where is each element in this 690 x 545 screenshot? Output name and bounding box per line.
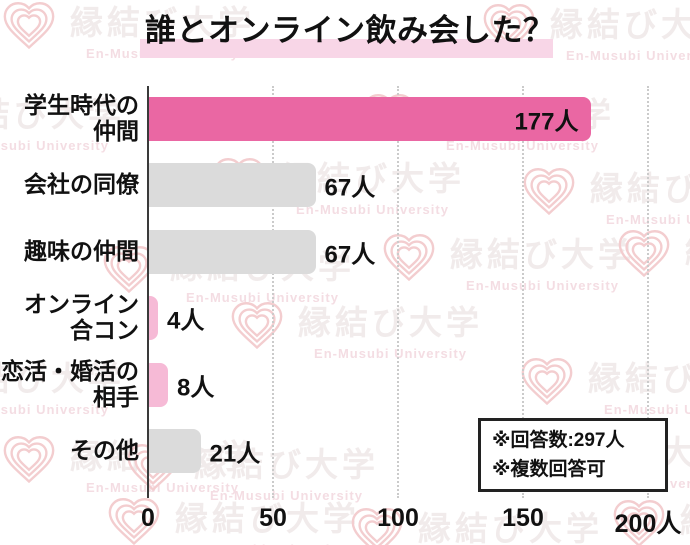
- category-label: 恋活・婚活の 相手: [1, 358, 139, 410]
- bar: [148, 163, 316, 207]
- bar: [148, 429, 201, 473]
- annotation-box: ※回答数:297人 ※複数回答可: [478, 418, 668, 492]
- watermark: 縁結び大学 En-Musubi University: [380, 228, 635, 293]
- watermark-subtitle: En-Musubi University: [86, 480, 239, 495]
- watermark-title: 縁結び大学: [550, 6, 690, 43]
- watermark-text: 縁結び大学 En-Musubi University: [588, 352, 690, 417]
- category-label: 趣味の仲間: [24, 238, 139, 265]
- chart-title: 誰とオンライン飲み会した？: [145, 13, 555, 48]
- watermark-title: 縁結び大学: [680, 494, 690, 542]
- annotation-line-multiple: ※複数回答可: [492, 458, 606, 480]
- category-label: 学生時代の 仲間: [24, 92, 139, 144]
- value-label: 21人: [209, 440, 261, 468]
- watermark: 縁結び大学 En-Musubi University: [520, 162, 690, 227]
- x-tick-label: 200人: [614, 510, 682, 538]
- heart-logo-icon: [383, 234, 435, 282]
- watermark-subtitle: En-Musubi University: [186, 290, 339, 305]
- watermark: 縁結び大学 En-Musubi University: [518, 352, 690, 417]
- bar: [148, 296, 158, 340]
- title-highlight-strip: [140, 39, 553, 58]
- category-label: オンライン 合コン: [24, 291, 139, 343]
- watermark-text: 縁結び大学 En-Musubi University: [680, 494, 690, 545]
- heart-logo-icon: [523, 168, 575, 216]
- value-label: 177人: [514, 108, 579, 136]
- watermark-text: 縁結び大学 En-Musubi University: [450, 228, 635, 293]
- watermark: 縁結び大学 En-Musubi University: [228, 296, 483, 361]
- watermark-text: 縁結び大学 En-Musubi University: [298, 296, 483, 361]
- x-tick-label: 100: [377, 504, 419, 532]
- category-label: その他: [70, 437, 139, 464]
- x-tick-label: 150: [502, 504, 544, 532]
- gridline: [522, 86, 524, 498]
- watermark-text: 縁結び大学 En-Musubi University: [550, 0, 690, 63]
- heart-logo-icon: [521, 358, 573, 406]
- value-label: 67人: [324, 174, 376, 202]
- bar: [148, 230, 316, 274]
- x-tick-label: 0: [141, 504, 155, 532]
- watermark-text: 縁結び大学 En-Musubi University: [590, 162, 690, 227]
- category-label: 会社の同僚: [24, 171, 139, 198]
- watermark-title: 縁結び大学: [588, 360, 690, 397]
- gridline: [397, 86, 399, 498]
- watermark-title: 縁結び大学: [590, 170, 690, 207]
- x-tick-label: 50: [259, 504, 287, 532]
- gridline: [647, 86, 649, 498]
- value-label: 4人: [167, 307, 205, 335]
- value-label: 67人: [324, 241, 376, 269]
- watermark-text: 縁結び大学 En-Musubi University: [685, 224, 690, 289]
- watermark-subtitle: En-Musubi University: [314, 346, 467, 361]
- watermark-title: 縁結び大学: [298, 304, 483, 341]
- bar: [148, 363, 168, 407]
- watermark-subtitle: En-Musubi University: [566, 48, 690, 63]
- annotation-line-respondents: ※回答数:297人: [492, 430, 625, 451]
- value-label: 8人: [177, 374, 215, 402]
- watermark-subtitle: En-Musubi University: [466, 278, 619, 293]
- watermark-subtitle: En-Musubi University: [210, 488, 363, 503]
- watermark-title: 縁結び大学: [685, 224, 690, 272]
- heart-logo-icon: [231, 302, 283, 350]
- heart-logo-icon: [618, 230, 670, 278]
- gridline: [272, 86, 274, 498]
- y-axis-line: [147, 86, 149, 498]
- watermark-title: 縁結び大学: [450, 236, 635, 273]
- watermark: 縁結び大学 En-Musubi University: [615, 224, 690, 289]
- heart-logo-icon: [3, 2, 55, 50]
- watermark-subtitle: En-Musubi University: [296, 202, 449, 217]
